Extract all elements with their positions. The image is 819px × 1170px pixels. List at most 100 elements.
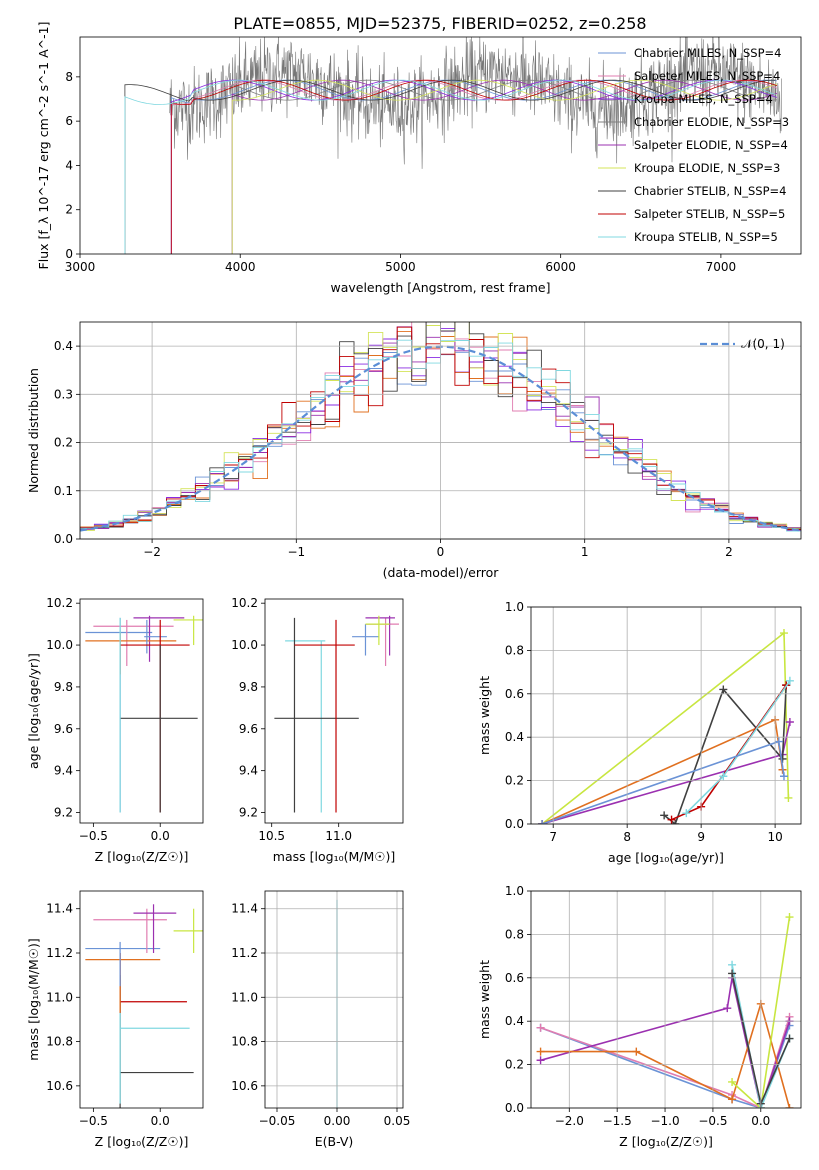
y-tick-label: 11.2 (231, 946, 258, 960)
y-tick-label: 9.4 (239, 764, 258, 778)
weight-marker (785, 718, 794, 727)
panel-mass-EBV: −0.05 0.00 0.05 10.6 10.8 11.0 11.2 11.4 E(B-V) (231, 890, 411, 1149)
y-tick-label: 0.8 (505, 927, 524, 941)
y-tick-label: 10.2 (231, 596, 258, 610)
x-tick-label: 3000 (65, 260, 96, 274)
weight-marker (536, 1023, 545, 1032)
y-tick-label: 10.8 (46, 1035, 73, 1049)
weight-marker (728, 1095, 737, 1104)
model-spectrum (231, 79, 778, 254)
y-tick-label: 0.0 (54, 532, 73, 546)
legend-entry: Kroupa STELIB, N_SSP=5 (634, 230, 778, 244)
model-spectrum (170, 79, 778, 254)
weight-marker (785, 1104, 794, 1108)
y-tick-label: 9.6 (239, 722, 258, 736)
y-tick-label: 0.2 (54, 436, 73, 450)
panel-mass-Z: −0.5 0.0 10.6 10.8 11.0 11.2 11.4 Z [log₁₀(Z/Z☉… (26, 890, 204, 1149)
x-axis-label: Z [log₁₀(Z/Z☉)] (619, 1134, 713, 1149)
y-tick-label: 9.8 (239, 680, 258, 694)
x-axis-label: (data-model)/error (383, 565, 500, 580)
panel-age-Z: −0.5 0.0 9.2 9.4 9.6 9.8 10.0 10.2 Z [log₁₀(Z/Z☉… (26, 596, 204, 864)
y-tick-label: 10.0 (231, 638, 258, 652)
x-tick-label: 8 (623, 830, 631, 844)
x-tick-label: 9 (697, 830, 705, 844)
x-axis-label: wavelength [Angstrom, rest frame] (330, 280, 550, 295)
x-tick-label: 6000 (545, 260, 576, 274)
x-tick-label: 7000 (706, 260, 737, 274)
model-spectrum (231, 79, 778, 254)
weight-marker (667, 815, 676, 824)
y-tick-label: 0.1 (54, 484, 73, 498)
weight-marker (774, 737, 783, 746)
y-tick-label: 10.8 (231, 1035, 258, 1049)
plot-area (85, 904, 203, 1108)
x-axis-label: Z [log₁₀(Z/Z☉)] (95, 1134, 189, 1149)
y-axis-label: Flux [f_λ 10^-17 erg cm^-2 s^-1 A^-1] (36, 22, 51, 270)
y-tick-label: 11.4 (46, 902, 73, 916)
weight-marker (536, 1047, 545, 1056)
y-tick-label: 1.0 (505, 600, 524, 614)
x-tick-label: 0.05 (384, 1114, 411, 1128)
weight-marker (719, 685, 728, 694)
weight-line (541, 718, 784, 824)
y-tick-label: 9.2 (239, 806, 258, 820)
x-tick-label: −0.05 (259, 1114, 296, 1128)
x-axis-label: mass [log₁₀(M/M☉)] (273, 849, 395, 864)
y-tick-label: 1.0 (505, 884, 524, 898)
weight-marker (632, 1047, 641, 1056)
x-tick-label: 0.0 (151, 829, 170, 843)
y-tick-label: 2 (65, 203, 73, 217)
axes-frame (79, 890, 204, 1109)
weight-marker (785, 913, 794, 922)
y-tick-label: 0.0 (505, 817, 524, 831)
axes-frame (264, 598, 404, 824)
y-tick-label: 6 (65, 114, 73, 128)
y-tick-label: 0.4 (505, 730, 524, 744)
y-tick-label: 10.6 (231, 1079, 258, 1093)
y-tick-label: 10.0 (46, 638, 73, 652)
panel-spectrum: 3000 4000 5000 6000 7000 0 2 4 6 8 wavelength [Ang… (36, 22, 802, 295)
x-tick-label: 0.0 (751, 1114, 770, 1128)
x-axis-label: E(B-V) (315, 1134, 354, 1149)
y-tick-label: 0.4 (505, 1014, 524, 1028)
y-tick-label: 0.2 (505, 1058, 524, 1072)
weight-marker (784, 793, 793, 802)
x-tick-label: 2 (725, 545, 733, 559)
y-tick-label: 0 (65, 247, 73, 261)
x-axis-label: age [log₁₀(age/yr)] (608, 850, 724, 865)
x-tick-label: −2.0 (555, 1114, 584, 1128)
weight-marker (728, 1077, 737, 1086)
model-spectrum (170, 79, 778, 254)
y-tick-label: 9.2 (54, 806, 73, 820)
x-tick-label: −1.5 (603, 1114, 632, 1128)
y-axis-label: Normed distribution (26, 368, 41, 493)
panel-residual: −2 −1 0 1 2 0.0 0.1 0.2 0.3 0.4 (data-model)/error… (26, 321, 802, 580)
weight-line (671, 684, 787, 821)
y-tick-label: 11.4 (231, 902, 258, 916)
x-tick-label: 5000 (385, 260, 416, 274)
model-spectrum (124, 79, 776, 254)
x-tick-label: 1 (581, 545, 589, 559)
weight-marker (779, 772, 788, 781)
legend-entry: Salpeter STELIB, N_SSP=5 (634, 207, 785, 221)
legend-entry: Salpeter MILES, N_SSP=4 (634, 69, 780, 83)
weight-marker (682, 809, 691, 818)
weight-marker (536, 1056, 545, 1065)
y-tick-label: 0.3 (54, 387, 73, 401)
x-tick-label: 10.5 (258, 829, 285, 843)
plot-area (538, 629, 794, 824)
y-tick-label: 4 (65, 158, 73, 172)
y-axis-label: age [log₁₀(age/yr)] (26, 653, 41, 769)
plot-area (124, 37, 782, 254)
weight-line (541, 631, 790, 824)
y-tick-label: 9.4 (54, 764, 73, 778)
panel-weight-age: 7 8 9 10 0.0 0.2 0.4 0.6 0.8 1.0 age [log₁₀(age/yr… (477, 600, 802, 865)
x-tick-label: 7 (549, 830, 557, 844)
weight-marker (728, 969, 737, 978)
legend-entry: Chabrier MILES, N_SSP=4 (634, 46, 781, 60)
y-tick-label: 0.0 (505, 1101, 524, 1115)
model-spectrum (170, 79, 778, 254)
axes-frame (264, 890, 404, 1109)
x-tick-label: 4000 (225, 260, 256, 274)
y-tick-label: 0.2 (505, 774, 524, 788)
